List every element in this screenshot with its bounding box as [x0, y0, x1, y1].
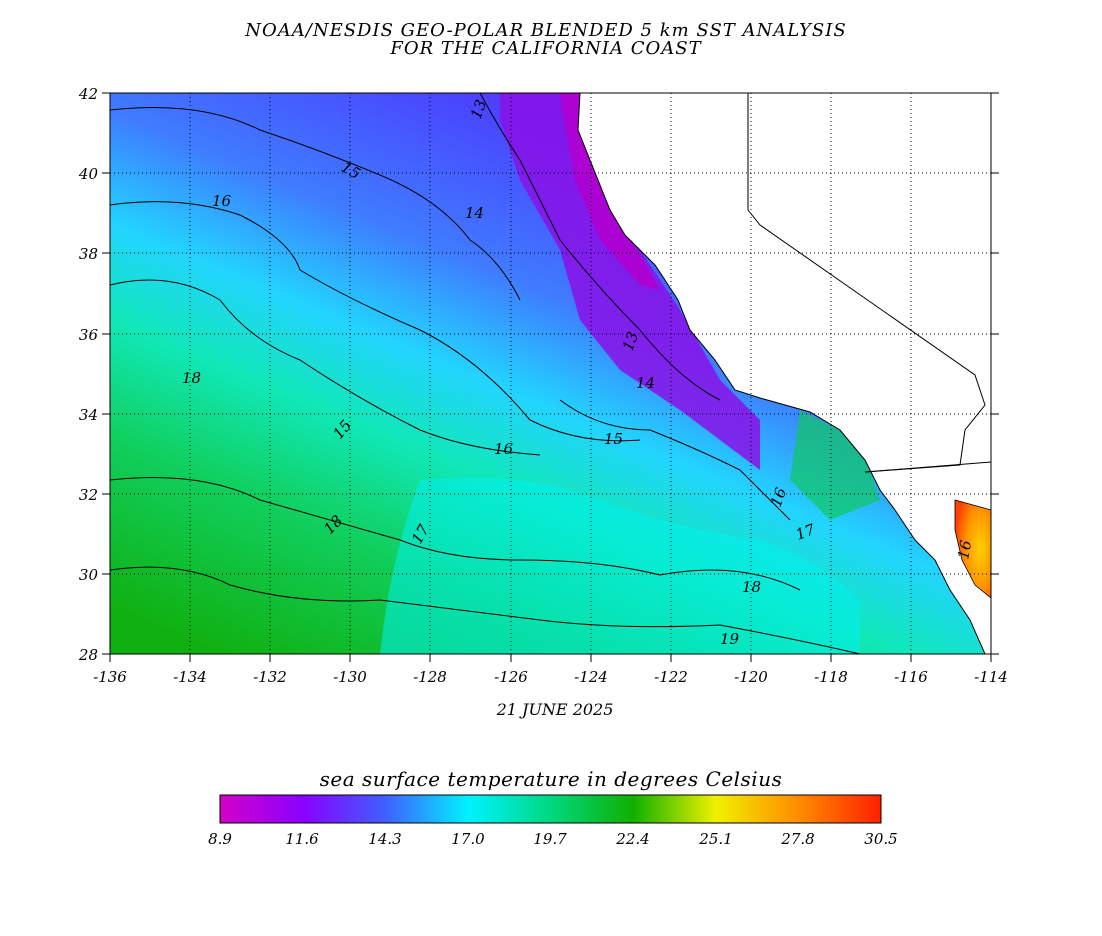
land-mass	[577, 93, 991, 654]
latitude-labels: 42 40 38 36 34 32 30 28	[78, 85, 99, 664]
lat-tick-label: 28	[78, 646, 98, 664]
lon-tick-label: -136	[93, 668, 127, 686]
contour-label: 18	[742, 578, 761, 596]
contour-label: 13	[619, 329, 642, 353]
colorbar-tick-label: 8.9	[208, 830, 232, 848]
colorbar-tick-label: 17.0	[451, 830, 485, 848]
upwelling-band	[500, 93, 760, 470]
colorbar-title: sea surface temperature in degrees Celsi…	[319, 767, 783, 791]
lon-tick-label: -124	[574, 668, 608, 686]
contour-label: 14	[636, 374, 655, 392]
contour-lines	[110, 93, 861, 654]
map-title-line1: NOAA/NESDIS GEO-POLAR BLENDED 5 km SST A…	[245, 20, 847, 41]
mexico-border	[864, 461, 991, 473]
lat-tick-label: 38	[79, 245, 98, 263]
lat-tick-label: 34	[79, 406, 98, 424]
colorbar-tick-label: 30.5	[864, 830, 898, 848]
colorbar-tick-label: 25.1	[699, 830, 733, 848]
tick-marks	[102, 92, 999, 662]
longitude-labels: -136 -134 -132 -130 -128 -126 -124 -122 …	[93, 668, 1008, 686]
cyan-tongue	[380, 477, 860, 654]
colorbar-tick-label: 11.6	[285, 830, 319, 848]
analysis-date: 21 JUNE 2025	[496, 700, 614, 719]
contour-label: 14	[465, 204, 484, 222]
lon-tick-label: -116	[894, 668, 928, 686]
lon-tick-label: -134	[173, 668, 207, 686]
lon-tick-label: -118	[814, 668, 848, 686]
lat-tick-label: 36	[79, 326, 99, 344]
lon-tick-label: -132	[253, 668, 287, 686]
map-title-line2: FOR THE CALIFORNIA COAST	[390, 38, 702, 59]
lon-tick-label: -114	[974, 668, 1008, 686]
contour-label: 16	[212, 192, 232, 210]
lon-tick-label: -128	[413, 668, 447, 686]
sst-field: 13 15 16 14 18 15 16 14 13 15 16 17 18 1…	[110, 93, 991, 654]
lon-tick-label: -122	[654, 668, 688, 686]
lon-tick-label: -120	[734, 668, 768, 686]
bight-warm-water	[790, 410, 880, 520]
lon-tick-label: -130	[333, 668, 367, 686]
colorbar-tick-label: 19.7	[533, 830, 567, 848]
graticule	[110, 93, 991, 654]
colorbar-tick-label: 22.4	[616, 830, 650, 848]
map-frame	[109, 92, 992, 655]
lat-tick-label: 32	[79, 486, 98, 504]
colorbar-tick-label: 14.3	[368, 830, 402, 848]
lat-tick-label: 40	[78, 165, 99, 183]
contour-label: 19	[720, 630, 740, 648]
contour-label: 13	[467, 97, 490, 121]
colorbar	[219, 794, 882, 824]
contour-label: 16	[954, 538, 975, 560]
state-border	[747, 93, 986, 473]
lon-tick-label: -126	[494, 668, 528, 686]
lat-tick-label: 42	[78, 85, 98, 103]
contour-label: 15	[604, 430, 623, 448]
colorbar-tick-label: 27.8	[781, 830, 815, 848]
contour-label: 18	[182, 369, 201, 387]
lat-tick-label: 30	[79, 566, 99, 584]
contour-label: 16	[767, 485, 791, 510]
contour-label-group: 13 15 16 14 18 15 16 14 13 15 16 17 18 1…	[182, 97, 975, 648]
contour-label: 16	[494, 440, 514, 458]
contour-label: 17	[793, 520, 818, 544]
